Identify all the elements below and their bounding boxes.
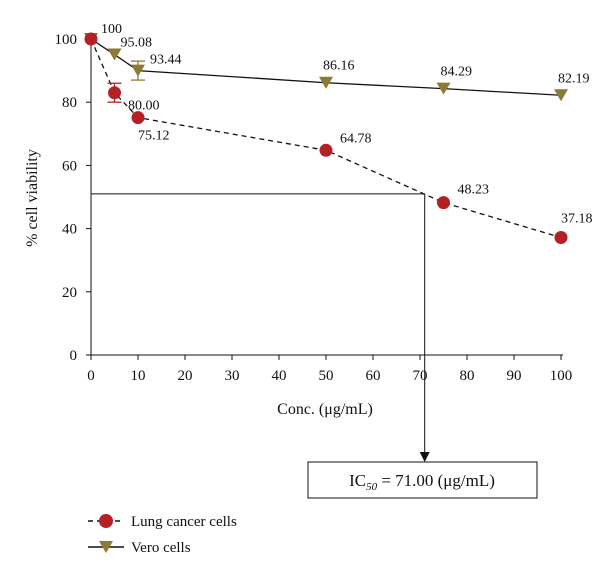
ic50-label-prefix: IC (349, 471, 366, 490)
ic50-label-subscript: 50 (366, 481, 378, 493)
data-point-triangle (319, 76, 333, 89)
data-label: 100 (101, 22, 122, 37)
data-point-circle (84, 32, 98, 46)
legend-label-lung-cancer: Lung cancer cells (131, 514, 237, 530)
data-point-triangle (107, 48, 122, 61)
data-point-circle (108, 86, 121, 100)
data-label: 48.23 (458, 183, 490, 198)
x-axis-title: Conc. (μg/mL) (277, 401, 373, 418)
data-point-circle (554, 231, 568, 245)
ic50-guide-lines (91, 193, 430, 462)
data-label: 80.00 (128, 99, 160, 114)
data-label: 93.44 (150, 53, 182, 68)
ic50-box: IC50 = 71.00 (μg/mL) (307, 461, 538, 499)
x-tick-label: 20 (178, 368, 193, 384)
legend-marker-triangle (99, 541, 113, 553)
x-axis-ticks: 0 10 20 30 40 50 60 70 80 90 100 (87, 355, 572, 384)
y-tick-label: 60 (62, 158, 77, 174)
x-tick-label: 100 (550, 368, 573, 384)
x-tick-label: 0 (87, 368, 95, 384)
data-point-triangle (131, 64, 145, 77)
legend-marker-circle (99, 514, 113, 528)
data-label: 86.16 (323, 59, 355, 74)
data-label: 95.08 (121, 36, 153, 51)
ic50-label-value: = 71.00 (μg/mL) (377, 471, 495, 490)
data-point-circle (437, 196, 450, 210)
data-label: 82.19 (558, 71, 590, 86)
data-label: 64.78 (340, 131, 372, 146)
data-point-circle (319, 143, 333, 157)
ic50-arrowhead (419, 452, 430, 462)
y-tick-label: 0 (70, 348, 78, 364)
data-point-triangle (554, 89, 568, 102)
data-label: 75.12 (138, 129, 170, 144)
x-tick-label: 60 (366, 368, 381, 384)
data-markers (84, 32, 568, 245)
y-axis-ticks: 0 20 40 60 80 100 (55, 32, 91, 364)
data-label: 84.29 (441, 65, 473, 80)
svg-text:IC50 = 71.00 (μg/mL): IC50 = 71.00 (μg/mL) (349, 471, 495, 493)
x-tick-label: 80 (460, 368, 475, 384)
legend-label-vero: Vero cells (131, 540, 191, 556)
x-tick-label: 10 (131, 368, 146, 384)
x-tick-label: 30 (225, 368, 240, 384)
y-tick-label: 80 (62, 95, 77, 111)
x-tick-label: 40 (272, 368, 287, 384)
y-tick-label: 40 (62, 222, 77, 238)
data-label: 37.18 (561, 212, 593, 227)
x-tick-label: 50 (319, 368, 334, 384)
legend-item-vero: Vero cells (88, 540, 191, 556)
legend-item-lung-cancer: Lung cancer cells (88, 514, 237, 530)
x-tick-label: 70 (413, 368, 428, 384)
data-point-circle (131, 111, 145, 125)
y-tick-label: 100 (55, 32, 78, 48)
x-tick-label: 90 (507, 368, 522, 384)
axes (90, 39, 563, 356)
data-point-triangle (436, 82, 451, 95)
legend: Lung cancer cells Vero cells (88, 514, 237, 556)
y-axis-title: % cell viability (24, 149, 41, 247)
y-tick-label: 20 (62, 285, 77, 301)
